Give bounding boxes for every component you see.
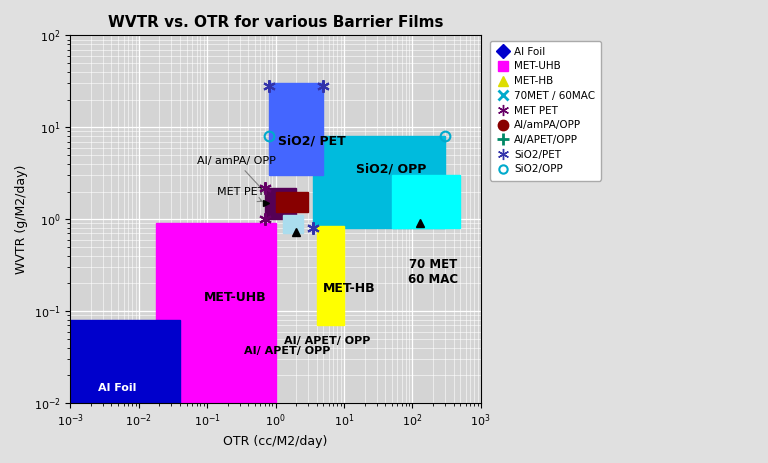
Bar (269, 83, 323, 175)
Bar (276, 192, 308, 212)
Text: SiO2/ PET: SiO2/ PET (278, 135, 346, 148)
Bar (283, 215, 303, 233)
Legend: Al Foil, MET-UHB, MET-HB, 70MET / 60MAC, MET PET, Al/amPA/OPP, Al/APET/OPP, SiO2: Al Foil, MET-UHB, MET-HB, 70MET / 60MAC,… (490, 41, 601, 181)
X-axis label: OTR (cc/M2/day): OTR (cc/M2/day) (223, 435, 328, 448)
Text: Al Foil: Al Foil (98, 382, 136, 393)
Title: WVTR vs. OTR for various Barrier Films: WVTR vs. OTR for various Barrier Films (108, 15, 443, 30)
Bar (316, 226, 344, 325)
Text: MET-UHB: MET-UHB (204, 291, 266, 304)
Text: MET PET: MET PET (217, 187, 264, 201)
Text: SiO2/ OPP: SiO2/ OPP (356, 163, 426, 175)
Bar (156, 224, 276, 403)
Bar (313, 136, 445, 228)
Bar (71, 320, 180, 403)
Text: MET-HB: MET-HB (323, 282, 376, 295)
Bar (392, 175, 460, 228)
Text: 70 MET
60 MAC: 70 MET 60 MAC (408, 258, 458, 286)
Text: Al/ amPA/ OPP: Al/ amPA/ OPP (197, 156, 276, 193)
Text: AI/ APET/ OPP: AI/ APET/ OPP (284, 336, 371, 346)
Y-axis label: WVTR (g/M2/day): WVTR (g/M2/day) (15, 164, 28, 274)
Text: AI/ APET/ OPP: AI/ APET/ OPP (244, 346, 331, 356)
Bar (265, 188, 296, 219)
